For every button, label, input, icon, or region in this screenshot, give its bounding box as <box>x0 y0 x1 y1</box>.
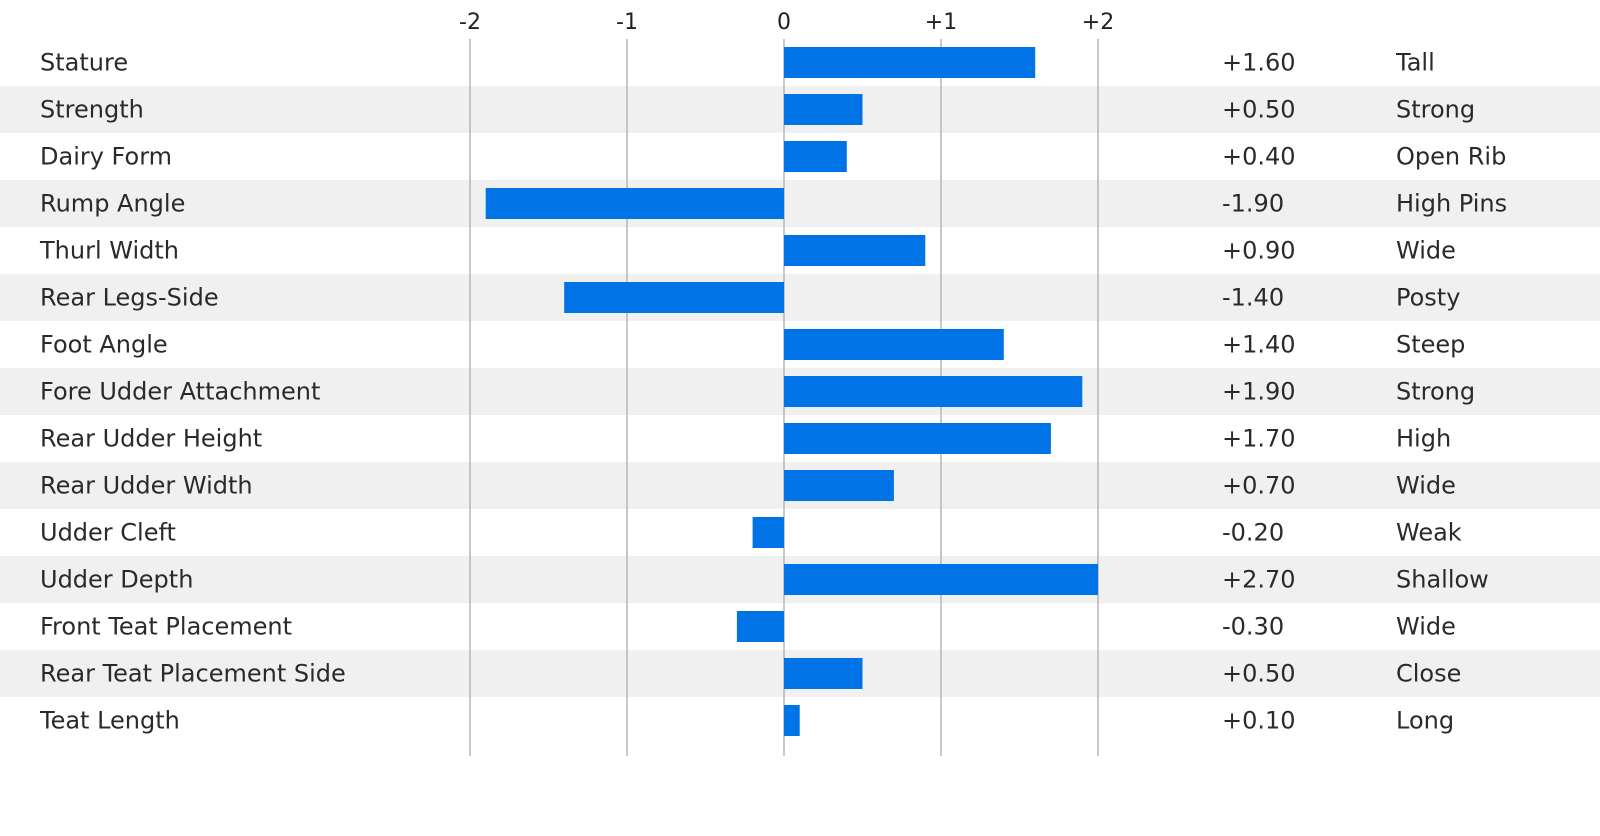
bar <box>784 705 800 736</box>
descriptor-label: Long <box>1396 707 1454 735</box>
value-label: +1.90 <box>1222 378 1296 406</box>
trait-label: Fore Udder Attachment <box>40 378 320 406</box>
bar <box>564 282 784 313</box>
descriptor-label: Weak <box>1396 519 1462 547</box>
descriptor-labels: Tall Strong Open Rib High Pins Wide Posty Stee… <box>1395 49 1507 735</box>
value-label: +0.50 <box>1222 96 1296 124</box>
value-label: +2.70 <box>1222 566 1296 594</box>
trait-label: Rear Udder Width <box>40 472 253 500</box>
trait-label: Udder Depth <box>40 566 193 594</box>
value-label: -1.40 <box>1222 284 1284 312</box>
x-tick-label: +2 <box>1082 10 1114 35</box>
descriptor-label: Wide <box>1396 237 1456 265</box>
trait-label: Front Teat Placement <box>40 613 292 641</box>
bar <box>752 517 784 548</box>
x-tick-label: +1 <box>925 10 957 35</box>
value-label: +1.40 <box>1222 331 1296 359</box>
trait-label: Dairy Form <box>40 143 172 171</box>
row-background <box>0 274 1600 321</box>
value-label: -1.90 <box>1222 190 1284 218</box>
descriptor-label: Strong <box>1396 378 1475 406</box>
descriptor-label: High Pins <box>1396 190 1507 218</box>
bar <box>784 94 863 125</box>
bar <box>784 141 847 172</box>
bar <box>784 470 894 501</box>
bar <box>784 658 863 689</box>
bar <box>485 188 784 219</box>
trait-label: Strength <box>40 96 144 124</box>
descriptor-label: Wide <box>1396 613 1456 641</box>
trait-label: Rear Teat Placement Side <box>40 660 346 688</box>
descriptor-label: Tall <box>1395 49 1435 77</box>
descriptor-label: Steep <box>1396 331 1465 359</box>
value-label: +0.90 <box>1222 237 1296 265</box>
trait-label: Thurl Width <box>39 237 179 265</box>
descriptor-label: Strong <box>1396 96 1475 124</box>
row-background <box>0 180 1600 227</box>
trait-label: Stature <box>40 49 128 77</box>
x-tick-label: -1 <box>616 10 638 35</box>
trait-label: Udder Cleft <box>40 519 176 547</box>
value-label: +1.60 <box>1222 49 1296 77</box>
bar <box>784 376 1083 407</box>
trait-label: Foot Angle <box>40 331 168 359</box>
descriptor-label: High <box>1396 425 1451 453</box>
x-axis-ticks: -2 -1 0 +1 +2 <box>459 10 1114 35</box>
bar <box>784 235 926 266</box>
value-label: -0.20 <box>1222 519 1284 547</box>
bar <box>784 329 1004 360</box>
bar <box>784 47 1036 78</box>
descriptor-label: Wide <box>1396 472 1456 500</box>
value-label: -0.30 <box>1222 613 1284 641</box>
descriptor-label: Close <box>1396 660 1461 688</box>
x-tick-label: 0 <box>777 10 791 35</box>
value-label: +0.50 <box>1222 660 1296 688</box>
value-labels: +1.60 +0.50 +0.40 -1.90 +0.90 -1.40 +1.40 +1.90… <box>1222 49 1296 735</box>
value-label: +0.70 <box>1222 472 1296 500</box>
descriptor-label: Shallow <box>1396 566 1489 594</box>
bars <box>485 47 1098 736</box>
trait-label: Rump Angle <box>40 190 185 218</box>
bar <box>784 423 1051 454</box>
value-label: +1.70 <box>1222 425 1296 453</box>
value-label: +0.10 <box>1222 707 1296 735</box>
descriptor-label: Open Rib <box>1396 143 1506 171</box>
value-label: +0.40 <box>1222 143 1296 171</box>
trait-label: Rear Udder Height <box>40 425 262 453</box>
bar <box>736 611 784 642</box>
descriptor-label: Posty <box>1396 284 1460 312</box>
trait-labels: Stature Strength Dairy Form Rump Angle Thurl… <box>39 49 346 735</box>
x-tick-label: -2 <box>459 10 481 35</box>
trait-label: Teat Length <box>39 707 180 735</box>
trait-label: Rear Legs-Side <box>40 284 219 312</box>
bar <box>784 564 1098 595</box>
